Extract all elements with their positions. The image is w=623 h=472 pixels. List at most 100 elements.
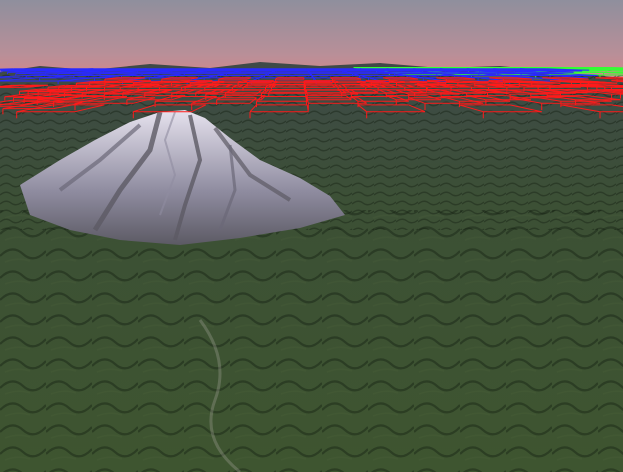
- tile-edge: [4, 93, 29, 98]
- tile-edge: [466, 95, 487, 101]
- tile-edge: [242, 84, 248, 88]
- tile-edge: [48, 68, 67, 70]
- tile-edge: [278, 68, 281, 70]
- tile-edge: [353, 67, 360, 69]
- tile-edge: [493, 68, 509, 70]
- tile-edge: [47, 84, 66, 88]
- tile-edge: [359, 68, 365, 70]
- tile-edge: [546, 67, 574, 69]
- tile-edge: [588, 84, 612, 88]
- tile-edge: [356, 81, 362, 84]
- tile-edge: [74, 104, 105, 113]
- tile-edge: [531, 84, 551, 88]
- tile-edge: [218, 77, 225, 80]
- tile-edge: [246, 81, 252, 84]
- tile-edge: [596, 89, 623, 93]
- tile-edge: [104, 96, 128, 102]
- tile-edge: [595, 81, 618, 84]
- tile-edge: [385, 67, 396, 69]
- tile-edge: [560, 84, 581, 88]
- tile-edge: [58, 77, 95, 82]
- tile-edge: [510, 97, 542, 104]
- tile-edge: [417, 84, 428, 88]
- tile-edge: [426, 95, 442, 101]
- tile-edge: [396, 89, 409, 95]
- tile-edge: [154, 89, 172, 95]
- tile-edge: [404, 89, 415, 93]
- tile-edge: [542, 81, 561, 84]
- tile-grid-red: [0, 77, 623, 119]
- tile-edge: [357, 97, 367, 104]
- tile-edge: [446, 84, 458, 88]
- tile-edge: [386, 95, 397, 101]
- tile-edge: [306, 68, 308, 70]
- tile-edge: [205, 96, 217, 102]
- tile-edge: [440, 96, 460, 102]
- tile-edge: [64, 94, 87, 99]
- tile-edge: [504, 84, 525, 88]
- tile-edge: [0, 84, 13, 87]
- tile-edge: [333, 68, 337, 70]
- tile-edge: [489, 81, 504, 84]
- tile-edge: [506, 95, 531, 101]
- tile-edge: [482, 67, 503, 69]
- tile-edge: [74, 97, 105, 104]
- tile-edge: [519, 84, 539, 88]
- tile-edge: [171, 95, 186, 101]
- tile-edge: [514, 67, 539, 69]
- tile-edge: [449, 67, 467, 69]
- tile-edge: [76, 68, 94, 70]
- tile-edge: [413, 68, 423, 70]
- tile-edge: [408, 104, 426, 113]
- tile-edge: [360, 84, 366, 88]
- tile-edge: [560, 84, 588, 88]
- tile-edge: [249, 68, 254, 70]
- tile-edge: [409, 77, 418, 80]
- tile-edge: [542, 77, 561, 80]
- tile-edge: [357, 104, 368, 113]
- tile-edge: [105, 68, 121, 70]
- tile-edge: [611, 80, 623, 82]
- tile-edge: [547, 95, 576, 101]
- tile-edge: [571, 89, 597, 93]
- tile-edge: [190, 81, 198, 84]
- tile-edge: [82, 95, 105, 101]
- tile-edge: [575, 96, 612, 102]
- snow-mountain: [20, 110, 345, 245]
- tile-edge: [386, 68, 394, 70]
- tile-edge: [389, 80, 397, 84]
- tile-edge: [563, 73, 598, 76]
- tile-edge: [192, 68, 201, 70]
- tile-edge: [488, 80, 505, 83]
- tile-edge: [519, 68, 538, 70]
- tile-edge: [560, 104, 601, 113]
- tile-edge: [617, 80, 623, 83]
- tile-edge: [568, 77, 589, 80]
- tile-edge: [356, 77, 362, 80]
- tile-edge: [459, 104, 484, 113]
- tile-edge: [161, 77, 172, 80]
- tile-edge: [249, 104, 257, 113]
- tile-edge: [389, 84, 397, 88]
- tile-edge: [261, 95, 266, 101]
- tile-edge: [337, 89, 343, 93]
- tile-edge: [408, 97, 426, 104]
- tile-edge: [383, 81, 390, 84]
- tile-edge: [436, 77, 447, 80]
- tile-edge: [439, 68, 452, 70]
- tile-edge: [76, 81, 92, 84]
- tile-edge: [450, 89, 467, 94]
- tile-edge: [611, 104, 623, 108]
- tile-edge: [256, 89, 262, 95]
- tile-edge: [409, 81, 418, 84]
- tile-edge: [53, 96, 83, 102]
- tile-edge: [538, 89, 561, 93]
- tile-edge: [617, 84, 623, 87]
- tile-edge: [351, 96, 359, 102]
- tile-edge: [489, 77, 504, 80]
- tile-edge: [134, 68, 147, 70]
- tile-edge: [163, 68, 174, 70]
- tile-edge: [610, 67, 623, 69]
